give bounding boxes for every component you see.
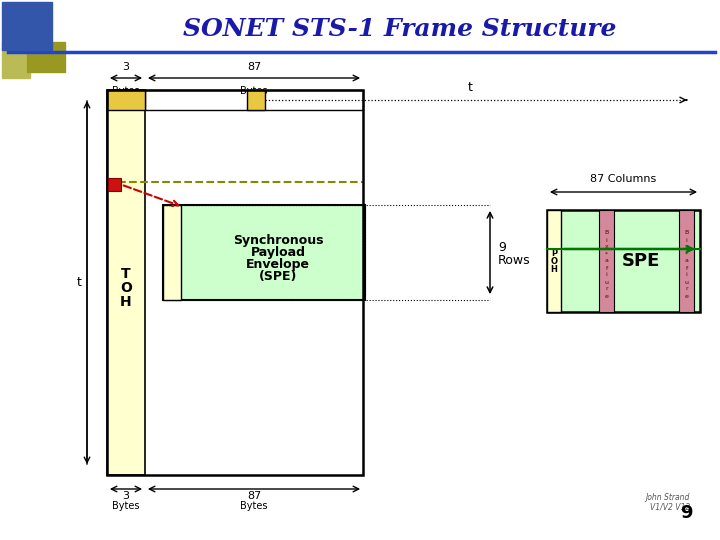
Text: H: H bbox=[167, 258, 176, 267]
Text: 3: 3 bbox=[122, 491, 130, 501]
Bar bbox=[679, 210, 694, 312]
Text: x: x bbox=[605, 245, 608, 249]
Text: Bytes: Bytes bbox=[240, 501, 268, 511]
Text: John Strand
V1/V2 V12: John Strand V1/V2 V12 bbox=[646, 492, 690, 512]
Bar bbox=[599, 210, 614, 312]
Text: Payload: Payload bbox=[251, 246, 305, 259]
Text: f: f bbox=[685, 266, 688, 271]
Text: P: P bbox=[551, 248, 557, 258]
Text: u: u bbox=[685, 280, 688, 285]
Bar bbox=[547, 210, 700, 312]
Text: Rows: Rows bbox=[498, 254, 531, 267]
Text: Synchronous: Synchronous bbox=[233, 234, 323, 247]
Text: Bytes: Bytes bbox=[112, 501, 140, 511]
Text: e: e bbox=[685, 294, 688, 299]
Text: e: e bbox=[605, 294, 608, 299]
Text: H: H bbox=[120, 295, 132, 309]
Text: SONET STS-1 Frame Structure: SONET STS-1 Frame Structure bbox=[184, 17, 617, 41]
Text: Bytes: Bytes bbox=[240, 86, 268, 96]
Text: t: t bbox=[468, 81, 473, 94]
Text: a: a bbox=[605, 259, 608, 264]
Text: 9: 9 bbox=[498, 241, 506, 254]
Text: (SPE): (SPE) bbox=[258, 270, 297, 283]
Bar bbox=[27, 42, 65, 72]
Text: O: O bbox=[551, 256, 557, 266]
Bar bbox=[108, 178, 121, 191]
Bar bbox=[107, 90, 145, 475]
Text: i: i bbox=[606, 273, 608, 278]
Bar bbox=[547, 210, 561, 312]
Text: 87: 87 bbox=[247, 62, 261, 72]
Text: T: T bbox=[121, 267, 131, 281]
Text: H: H bbox=[551, 265, 557, 273]
Bar bbox=[107, 90, 145, 110]
Text: Envelope: Envelope bbox=[246, 258, 310, 271]
Text: 87 Columns: 87 Columns bbox=[590, 174, 657, 184]
Text: *: * bbox=[605, 252, 608, 256]
Text: *: * bbox=[685, 252, 688, 256]
Text: 9: 9 bbox=[680, 504, 693, 522]
Text: u: u bbox=[605, 280, 608, 285]
Text: t: t bbox=[76, 276, 81, 289]
Bar bbox=[247, 90, 265, 110]
Text: P: P bbox=[168, 238, 176, 247]
Bar bbox=[145, 90, 363, 110]
Bar bbox=[163, 205, 181, 300]
Text: i: i bbox=[685, 273, 688, 278]
Text: i: i bbox=[685, 238, 688, 242]
Text: 3: 3 bbox=[122, 62, 130, 72]
Text: 87: 87 bbox=[247, 491, 261, 501]
Text: f: f bbox=[606, 266, 608, 271]
Bar bbox=[2, 42, 30, 78]
Text: SPE: SPE bbox=[621, 252, 660, 270]
Text: Bytes: Bytes bbox=[112, 86, 140, 96]
Text: B: B bbox=[604, 231, 608, 235]
Text: r: r bbox=[606, 287, 608, 292]
Bar bbox=[163, 205, 365, 300]
Text: O: O bbox=[120, 281, 132, 295]
Text: O: O bbox=[167, 247, 176, 258]
Text: a: a bbox=[685, 259, 688, 264]
Text: x: x bbox=[685, 245, 688, 249]
Bar bbox=[107, 90, 363, 475]
Text: i: i bbox=[606, 238, 608, 242]
Bar bbox=[2, 2, 52, 50]
Text: B: B bbox=[685, 231, 688, 235]
Text: r: r bbox=[685, 287, 688, 292]
